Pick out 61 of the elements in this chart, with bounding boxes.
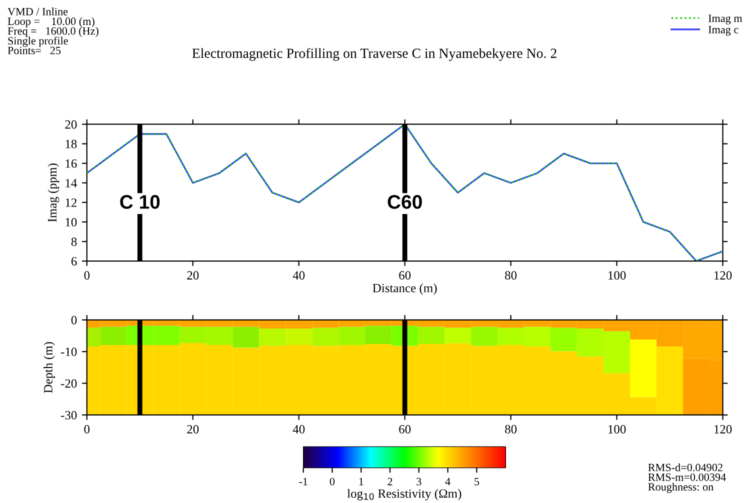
y-tick-label: -10 xyxy=(60,348,77,356)
bar xyxy=(418,326,445,344)
x-tick-label: 0 xyxy=(84,425,90,434)
color-bar-title: log$_{10}$ Resistivity (Ωm) xyxy=(347,488,462,500)
color-bar-label: 1 xyxy=(359,478,364,486)
bar xyxy=(630,340,657,398)
y-tick-label: 10 xyxy=(66,218,77,226)
color-bar-label: 2 xyxy=(388,478,392,486)
ref-line-label: C 10 xyxy=(120,195,160,209)
x-tick-label: 60 xyxy=(399,425,411,434)
text: RMS-d=0.04902 xyxy=(648,463,722,472)
y-tick-label: 14 xyxy=(66,178,77,188)
x-tick-label: 120 xyxy=(714,271,732,280)
bar xyxy=(550,328,578,352)
color-bar-label: 0 xyxy=(330,478,335,486)
y-axis-title: Imag (ppm) xyxy=(48,164,60,222)
x-tick-label: 80 xyxy=(505,271,517,280)
text: Freq = 1600.0 (Hz) xyxy=(8,26,98,38)
y-axis-title: Depth (m) xyxy=(44,342,55,393)
y-tick-label: 16 xyxy=(66,159,77,168)
y-tick-label: 8 xyxy=(71,238,77,246)
x-tick-label: 40 xyxy=(292,425,305,434)
y-tick-label: 6 xyxy=(71,257,77,266)
text: Single profile xyxy=(8,36,68,47)
bar xyxy=(312,328,339,346)
bar xyxy=(232,326,260,348)
x-tick-label: 100 xyxy=(608,425,626,434)
y-tick-label: -30 xyxy=(60,411,77,420)
x-tick-label: 120 xyxy=(714,425,732,434)
text: RMS-m=0.00394 xyxy=(648,473,726,482)
bar xyxy=(365,326,392,344)
text: VMD / Inline xyxy=(8,8,68,16)
bar xyxy=(259,328,286,346)
bar xyxy=(338,326,366,345)
text: Loop = 10.00 (m) xyxy=(8,17,94,28)
bar xyxy=(286,328,312,345)
y-tick-label: 0 xyxy=(71,316,77,324)
x-tick-label: 0 xyxy=(84,271,90,280)
x-tick-label: 60 xyxy=(399,271,411,280)
ref-line-label: C60 xyxy=(388,195,422,209)
y-tick-label: 12 xyxy=(66,198,76,207)
bar xyxy=(444,328,472,344)
x-tick-label: 100 xyxy=(608,271,626,280)
y-tick-label: 18 xyxy=(66,140,77,148)
legend-label: Imag m xyxy=(708,14,742,24)
chart-title: Electromagnetic Profilling on Traverse C in Nyamebekyere No. 2 xyxy=(192,48,556,61)
y-tick-label: -20 xyxy=(60,379,77,388)
y-tick-label: 20 xyxy=(65,120,77,129)
text: Roughness: on xyxy=(648,482,714,493)
color-bar-label: 3 xyxy=(416,478,422,486)
x-tick-label: 20 xyxy=(187,425,199,434)
legend-label: Imag c xyxy=(708,26,738,36)
x-tick-label: 40 xyxy=(292,271,305,280)
color-bar-label: 4 xyxy=(445,478,450,486)
x-axis-title: Distance (m) xyxy=(372,284,437,295)
x-tick-label: 80 xyxy=(505,425,517,434)
color-bar-label: -1 xyxy=(299,478,308,486)
text: Points= 25 xyxy=(8,46,61,54)
color-bar-label: 5 xyxy=(474,478,480,486)
bar xyxy=(471,326,498,346)
x-tick-label: 20 xyxy=(187,271,199,280)
